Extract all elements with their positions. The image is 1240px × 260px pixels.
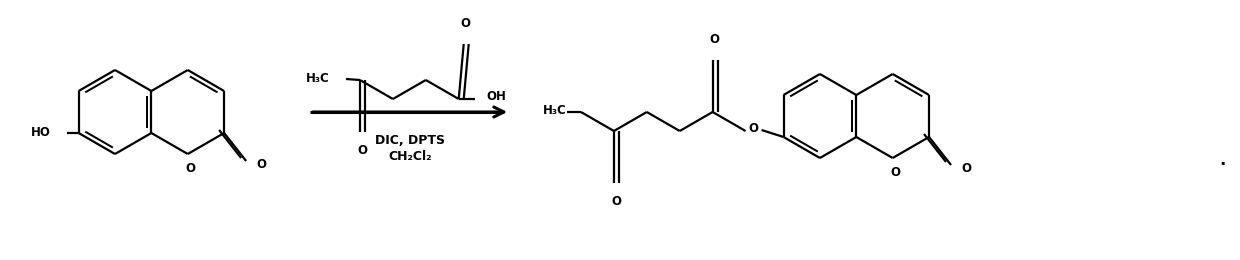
Text: O: O: [186, 162, 196, 175]
Text: O: O: [257, 159, 267, 172]
Text: O: O: [709, 33, 719, 46]
Text: O: O: [461, 17, 471, 30]
Text: HO: HO: [31, 127, 51, 140]
Text: DIC, DPTS: DIC, DPTS: [374, 134, 445, 147]
Text: H₃C: H₃C: [543, 103, 567, 116]
Text: .: .: [1219, 151, 1225, 169]
Text: OH: OH: [487, 90, 507, 103]
Text: H₃C: H₃C: [306, 72, 330, 84]
Text: CH₂Cl₂: CH₂Cl₂: [388, 150, 432, 163]
Text: O: O: [357, 144, 367, 157]
Text: O: O: [961, 162, 971, 176]
Text: O: O: [749, 121, 759, 134]
Text: O: O: [890, 166, 900, 179]
Text: O: O: [611, 195, 621, 208]
